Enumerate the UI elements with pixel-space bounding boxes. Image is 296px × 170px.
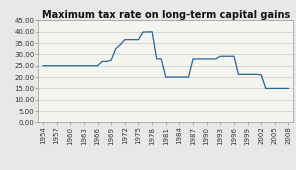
Title: Maximum tax rate on long-term capital gains: Maximum tax rate on long-term capital ga… (42, 10, 290, 20)
